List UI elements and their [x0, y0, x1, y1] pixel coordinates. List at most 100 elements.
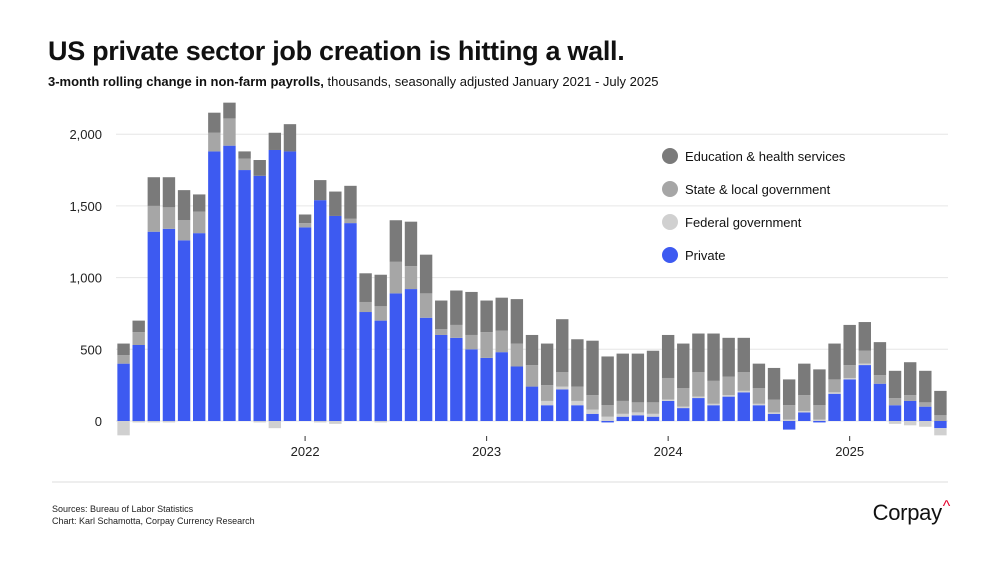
bar-private-2022-12: [465, 349, 478, 421]
bar-private-2021-03: [147, 231, 161, 421]
bar-state-local-government-2024-02: [677, 388, 690, 407]
bar-education-health-services-2022-09: [419, 254, 433, 294]
bar-state-local-government-2022-10: [435, 329, 448, 335]
chart-credit: Chart: Karl Schamotta, Corpay Currency R…: [52, 516, 255, 526]
legend-dot-education-health-services: [662, 148, 678, 164]
bar-private-2024-11: [813, 421, 826, 423]
bar-private-2022-05: [359, 312, 372, 421]
bar-state-local-government-2023-08: [586, 395, 599, 410]
bar-private-2021-08: [223, 145, 236, 422]
bar-education-health-services-2022-11: [450, 290, 463, 325]
bar-private-2024-08: [767, 413, 781, 421]
bar-federal-government-2021-10: [253, 421, 266, 423]
legend-dot-state-local-government: [662, 181, 678, 197]
bar-education-health-services-2021-11: [268, 132, 282, 150]
bar-education-health-services-2021-05: [177, 190, 191, 221]
bar-state-local-government-2022-05: [359, 301, 372, 313]
bar-federal-government-2025-02: [858, 363, 871, 366]
bar-education-health-services-2021-03: [147, 177, 161, 206]
bar-state-local-government-2024-05: [722, 376, 735, 396]
bar-federal-government-2024-09: [782, 419, 796, 421]
bar-state-local-government-2025-01: [843, 365, 856, 378]
bar-education-health-services-2021-02: [132, 320, 145, 333]
bar-education-health-services-2021-07: [208, 112, 221, 133]
bar-state-local-government-2021-07: [208, 132, 221, 152]
bar-private-2021-07: [208, 151, 221, 421]
bar-state-local-government-2025-02: [858, 350, 871, 364]
bar-federal-government-2025-04: [888, 421, 902, 424]
bar-education-health-services-2022-08: [404, 221, 418, 267]
bar-state-local-government-2024-09: [782, 405, 796, 420]
bar-private-2021-06: [193, 233, 206, 421]
subtitle-rest: thousands, seasonally adjusted January 2…: [323, 74, 659, 89]
bar-state-local-government-2023-05: [540, 385, 554, 401]
bar-state-local-government-2022-06: [374, 306, 387, 321]
bar-education-health-services-2024-07: [752, 363, 766, 389]
bar-private-2025-07: [934, 421, 947, 429]
bar-private-2021-04: [162, 228, 176, 421]
bar-private-2024-12: [828, 393, 841, 421]
y-tick-label-1500: 1,500: [69, 199, 102, 214]
bar-state-local-government-2023-09: [601, 405, 614, 417]
bar-education-health-services-2024-09: [782, 379, 796, 406]
bar-state-local-government-2025-05: [903, 395, 917, 401]
bar-private-2024-09: [782, 421, 796, 430]
bar-state-local-government-2025-07: [934, 415, 947, 421]
bar-state-local-government-2023-11: [631, 402, 645, 413]
bar-state-local-government-2022-11: [450, 324, 463, 338]
bar-federal-government-2023-09: [601, 416, 614, 421]
bar-federal-government-2024-12: [828, 392, 841, 394]
bar-state-local-government-2025-04: [888, 398, 902, 406]
bar-federal-government-2021-02: [132, 421, 145, 423]
bar-education-health-services-2021-09: [238, 151, 251, 159]
bar-education-health-services-2023-03: [510, 299, 524, 344]
bar-private-2023-02: [495, 352, 508, 421]
bar-education-health-services-2023-06: [556, 319, 569, 373]
subtitle-bold: 3-month rolling change in non-farm payro…: [48, 74, 324, 89]
bar-private-2021-10: [253, 175, 266, 421]
legend-label-education-health-services: Education & health services: [685, 149, 846, 164]
bar-education-health-services-2022-05: [359, 273, 372, 302]
bar-federal-government-2025-01: [843, 377, 856, 380]
bar-federal-government-2025-05: [903, 421, 917, 426]
bar-private-2022-10: [435, 334, 448, 421]
bar-state-local-government-2022-12: [465, 334, 478, 350]
bar-private-2025-03: [873, 383, 887, 421]
bar-state-local-government-2021-08: [223, 118, 236, 146]
bar-private-2022-08: [404, 289, 418, 421]
bar-private-2023-10: [616, 416, 629, 421]
bar-federal-government-2024-08: [767, 412, 781, 414]
bar-state-local-government-2023-12: [646, 402, 660, 414]
bar-federal-government-2023-12: [646, 413, 660, 417]
bar-private-2021-05: [177, 240, 191, 421]
bar-education-health-services-2024-01: [661, 334, 675, 378]
bar-federal-government-2021-03: [147, 421, 161, 423]
bar-federal-government-2024-10: [798, 410, 811, 413]
bar-education-health-services-2023-02: [495, 297, 508, 331]
bar-private-2024-07: [752, 405, 766, 421]
bar-education-health-services-2022-07: [389, 220, 403, 262]
bar-federal-government-2022-06: [374, 421, 387, 423]
bar-state-local-government-2023-02: [495, 330, 508, 353]
bar-state-local-government-2024-07: [752, 388, 766, 404]
bar-federal-government-2023-06: [556, 386, 569, 390]
bar-state-local-government-2021-05: [177, 220, 191, 241]
bar-education-health-services-2025-05: [903, 362, 917, 396]
bar-federal-government-2022-02: [314, 421, 327, 423]
bar-education-health-services-2023-05: [540, 343, 554, 386]
bar-federal-government-2024-02: [677, 406, 690, 409]
bar-federal-government-2021-01: [117, 421, 130, 436]
bar-education-health-services-2024-11: [813, 369, 826, 406]
bar-education-health-services-2024-02: [677, 343, 690, 389]
bar-federal-government-2023-11: [631, 412, 645, 416]
bar-private-2025-06: [919, 406, 932, 421]
bar-federal-government-2021-04: [162, 421, 176, 423]
bar-education-health-services-2023-11: [631, 353, 645, 403]
bar-state-local-government-2025-03: [873, 375, 887, 384]
bar-state-local-government-2024-03: [692, 372, 705, 397]
bar-education-health-services-2025-03: [873, 342, 887, 376]
bar-private-2022-11: [450, 337, 463, 421]
bar-federal-government-2023-05: [540, 400, 554, 406]
bar-federal-government-2025-06: [919, 421, 932, 427]
